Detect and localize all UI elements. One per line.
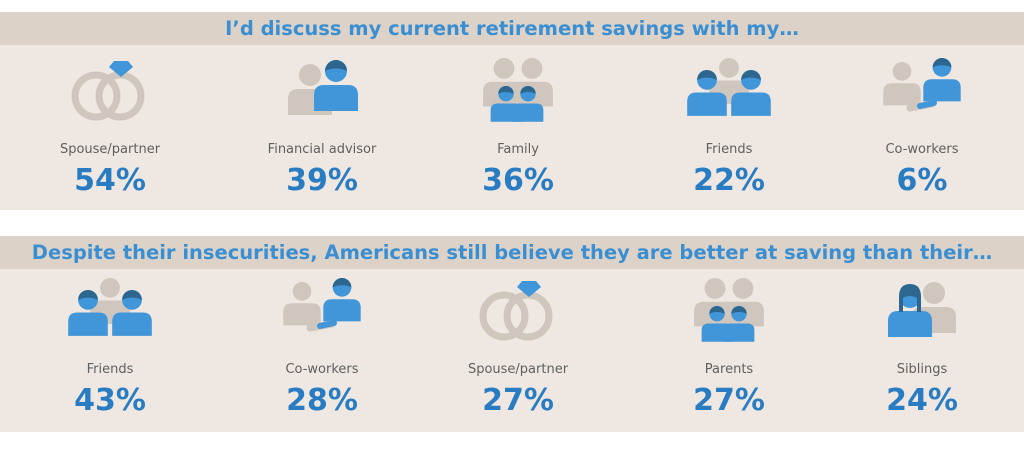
siblings-icon xyxy=(888,282,956,337)
category-label: Family xyxy=(497,142,539,157)
category-label: Spouse/partner xyxy=(59,142,161,157)
percent-value: 39% xyxy=(286,163,358,198)
category-label: Co-workers xyxy=(885,142,959,157)
percent-value: 27% xyxy=(693,383,765,418)
panel-title: I’d discuss my current retirement saving… xyxy=(0,12,1024,45)
stat-item: Financial advisor 39% xyxy=(232,56,412,198)
stat-item: Siblings 24% xyxy=(832,276,1012,418)
category-label: Parents xyxy=(704,362,754,377)
advisor-couple-icon xyxy=(288,60,358,115)
stat-item: Parents 27% xyxy=(639,276,819,418)
stat-item: Friends 43% xyxy=(20,276,200,418)
percent-value: 22% xyxy=(693,163,765,198)
category-label: Co-workers xyxy=(285,362,359,377)
stat-item: Co-workers 28% xyxy=(232,276,412,418)
category-label: Spouse/partner xyxy=(467,362,569,377)
rings-icon xyxy=(479,281,553,341)
percent-value: 43% xyxy=(74,383,146,418)
category-label: Friends xyxy=(705,142,753,157)
retirement-discussion-panel: I’d discuss my current retirement saving… xyxy=(0,12,1024,210)
percent-value: 54% xyxy=(74,163,146,198)
percent-value: 24% xyxy=(886,383,958,418)
family-icon xyxy=(483,58,553,122)
category-label: Siblings xyxy=(896,362,948,377)
stat-item: Spouse/partner 54% xyxy=(20,56,200,198)
stat-item: Friends 22% xyxy=(639,56,819,198)
category-label: Friends xyxy=(86,362,134,377)
panel-title: Despite their insecurities, Americans st… xyxy=(0,236,1024,269)
percent-value: 36% xyxy=(482,163,554,198)
category-label: Financial advisor xyxy=(267,142,377,157)
percent-value: 28% xyxy=(286,383,358,418)
handshake-icon xyxy=(883,58,961,112)
rings-icon xyxy=(71,61,145,121)
handshake-icon xyxy=(283,278,361,332)
friends-group-icon xyxy=(687,58,771,116)
better-at-saving-panel: Despite their insecurities, Americans st… xyxy=(0,236,1024,432)
friends-group-icon xyxy=(68,278,152,336)
stat-item: Spouse/partner 27% xyxy=(428,276,608,418)
stat-item: Family 36% xyxy=(428,56,608,198)
parents-family-icon xyxy=(694,278,764,342)
percent-value: 27% xyxy=(482,383,554,418)
percent-value: 6% xyxy=(896,163,948,198)
stat-item: Co-workers 6% xyxy=(832,56,1012,198)
